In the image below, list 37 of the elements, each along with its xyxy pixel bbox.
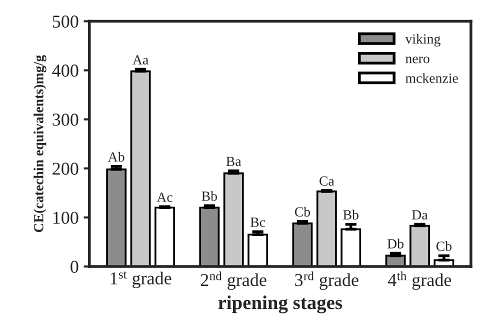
bar: [130, 70, 151, 267]
data-label: Aa: [132, 55, 148, 65]
bar: [316, 190, 337, 267]
bar: [248, 234, 268, 267]
y-tick-label: 400: [52, 64, 78, 77]
legend-label: viking: [405, 34, 440, 46]
x-tick-label: 1$^{st}$ grade: [110, 271, 172, 288]
legend-label: mckenzie: [406, 73, 458, 83]
y-tick-label: 200: [52, 162, 78, 175]
bar: [154, 206, 175, 267]
y-tick-label: 100: [53, 212, 78, 224]
data-label: Ab: [108, 152, 124, 162]
data-label: Db: [387, 238, 404, 248]
bar: [292, 222, 313, 267]
x-tick-label: 2$^{nd}$ grade: [200, 271, 266, 290]
data-label: Ca: [320, 176, 334, 186]
data-label: Cb: [436, 241, 452, 251]
bar: [106, 168, 127, 267]
y-tick-label: 300: [52, 114, 78, 126]
y-tick-label: 500: [52, 16, 78, 28]
data-label: Bc: [250, 218, 266, 227]
data-label: Bb: [343, 210, 358, 220]
data-label: Da: [412, 210, 428, 220]
bar: [410, 224, 430, 267]
data-label: Bb: [202, 191, 217, 201]
bar: [199, 206, 220, 267]
bar: [223, 172, 244, 267]
x-tick-label: 4$^{th}$ grade: [388, 271, 452, 290]
x-axis-title: ripening stages: [218, 296, 342, 314]
legend-label: nero: [406, 56, 430, 64]
y-axis-title: CE(catechin equivalents)mg/g: [34, 55, 46, 232]
bar: [340, 228, 362, 267]
data-label: Ac: [156, 192, 172, 202]
y-tick-label: 0: [70, 260, 78, 273]
data-label: Ba: [226, 156, 242, 166]
x-tick-label: 3$^{rd}$ grade: [295, 271, 358, 290]
data-label: Cb: [294, 206, 310, 217]
